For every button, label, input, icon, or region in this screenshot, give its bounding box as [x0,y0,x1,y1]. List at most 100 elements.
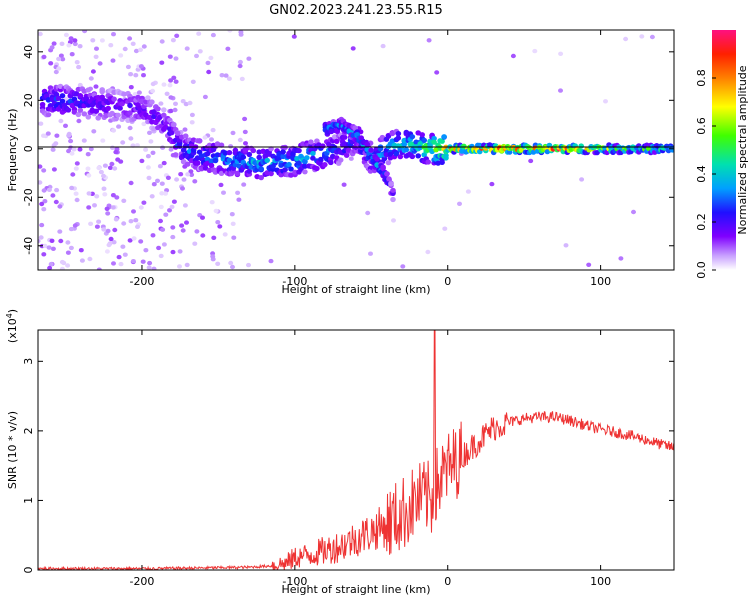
colorbar-tick-label: 0.8 [695,69,708,87]
spectrogram-cell [235,190,241,195]
y-tick-label: -40 [22,237,35,255]
spectrogram-cell [225,46,231,51]
spectrogram-cell [239,76,245,82]
spectrogram-cell [586,262,592,267]
spectrogram-cell [77,107,84,113]
spectrogram-cell [368,147,374,153]
spectrogram-cell [169,130,175,136]
spectrogram-cell [118,159,124,164]
spectrogram-cell [56,56,62,62]
spectrogram-cell [168,147,174,152]
spectrogram-x-ticks: -200 -100 0 100 [129,30,611,288]
spectrogram-cell [174,33,180,38]
spectrogram-cell [121,221,127,226]
spectrogram-cell [139,158,145,164]
spectrogram-cell [384,171,390,177]
spectrogram-cell [291,34,297,39]
spectrogram-cell [145,165,151,170]
spectrogram-cell [182,133,189,139]
spectrogram-cell [190,79,196,85]
spectrogram-cell [170,225,176,230]
spectrogram-cell [322,162,328,168]
spectrogram-cell [528,158,534,164]
spectrogram-cell [302,163,308,169]
spectrogram-cell [296,148,302,154]
spectrogram-cell [230,264,235,270]
spectrogram-cell [56,66,62,71]
spectrogram-cell [177,264,182,269]
spectrogram-cell [57,229,63,234]
spectrogram-cell [38,235,44,240]
spectrogram-cell [174,177,180,182]
spectrogram-cell [368,251,373,256]
spectrogram-cell [93,84,99,89]
spectrogram-cell [91,129,97,134]
spectrogram-cell [181,177,187,182]
spectrogram-cell [401,137,408,143]
spectrogram-cell [176,141,183,147]
spectrogram-cell [385,133,392,139]
spectrogram-cell [160,145,166,150]
spectrogram-cell [70,172,76,177]
y-tick-label: -20 [22,188,35,206]
spectrogram-cell [151,266,157,270]
spectrogram-cell [246,56,252,61]
spectrogram-cell [119,101,125,107]
spectrogram-cell [208,162,215,169]
spectrogram-cell [374,156,380,162]
spectrogram-cell [45,112,52,118]
spectrogram-cell [170,38,176,43]
spectrogram-cell [441,134,447,140]
spectrogram-cell [38,238,41,244]
spectrogram-cell [105,228,111,234]
spectrogram-cell [87,256,93,262]
y-tick-label: 0 [22,145,35,152]
spectrogram-cell [46,187,52,192]
spectrogram-cell [328,159,334,166]
spectrogram-cell [39,201,45,207]
spectrogram-cell [403,147,410,153]
spectrogram-cell [208,55,214,61]
spectrogram-cell [59,266,65,270]
spectrogram-cell [623,36,629,42]
spectrogram-cell [53,69,59,75]
spectrogram-cell [358,135,365,141]
spectrogram-cell [183,101,189,107]
spectrogram-cell [415,153,422,159]
spectrogram-cell [236,197,242,202]
spectrogram-cell [161,107,167,113]
spectrogram-cell [400,264,406,269]
spectrogram-cell [212,158,219,164]
spectrogram-cell [113,217,119,222]
snr-series [38,330,674,570]
spectrogram-cell [74,161,80,166]
spectrogram-cell [180,228,186,233]
spectrogram-cell [156,245,162,251]
spectrogram-cell [226,150,233,156]
spectrogram-cell [180,147,187,153]
spectrogram-cell [250,148,257,154]
spectrogram-cell [88,146,94,152]
spectrogram-cell [171,121,177,128]
spectrogram-cell [182,203,188,208]
spectrogram-cell [122,252,128,257]
x-tick-label: 0 [444,575,451,588]
spectrogram-cell [66,148,72,154]
spectrogram-cell [96,219,102,224]
spectrogram-cell [288,166,294,172]
spectrogram-cell [100,138,106,143]
spectrogram-cell [337,157,344,163]
spectrogram-cell [296,160,302,166]
spectrogram-cell [145,95,151,101]
spectrogram-cell [93,54,99,59]
spectrogram-cell [69,151,75,156]
spectrogram-cell [147,130,152,135]
spectrogram-cell [631,209,636,215]
spectrogram-cell [350,46,356,51]
spectrogram-cell [112,227,118,233]
spectrogram-cell [146,175,152,181]
spectrogram-cell [184,46,190,51]
x-tick-label: -200 [129,275,154,288]
spectrogram-cell [130,41,136,46]
